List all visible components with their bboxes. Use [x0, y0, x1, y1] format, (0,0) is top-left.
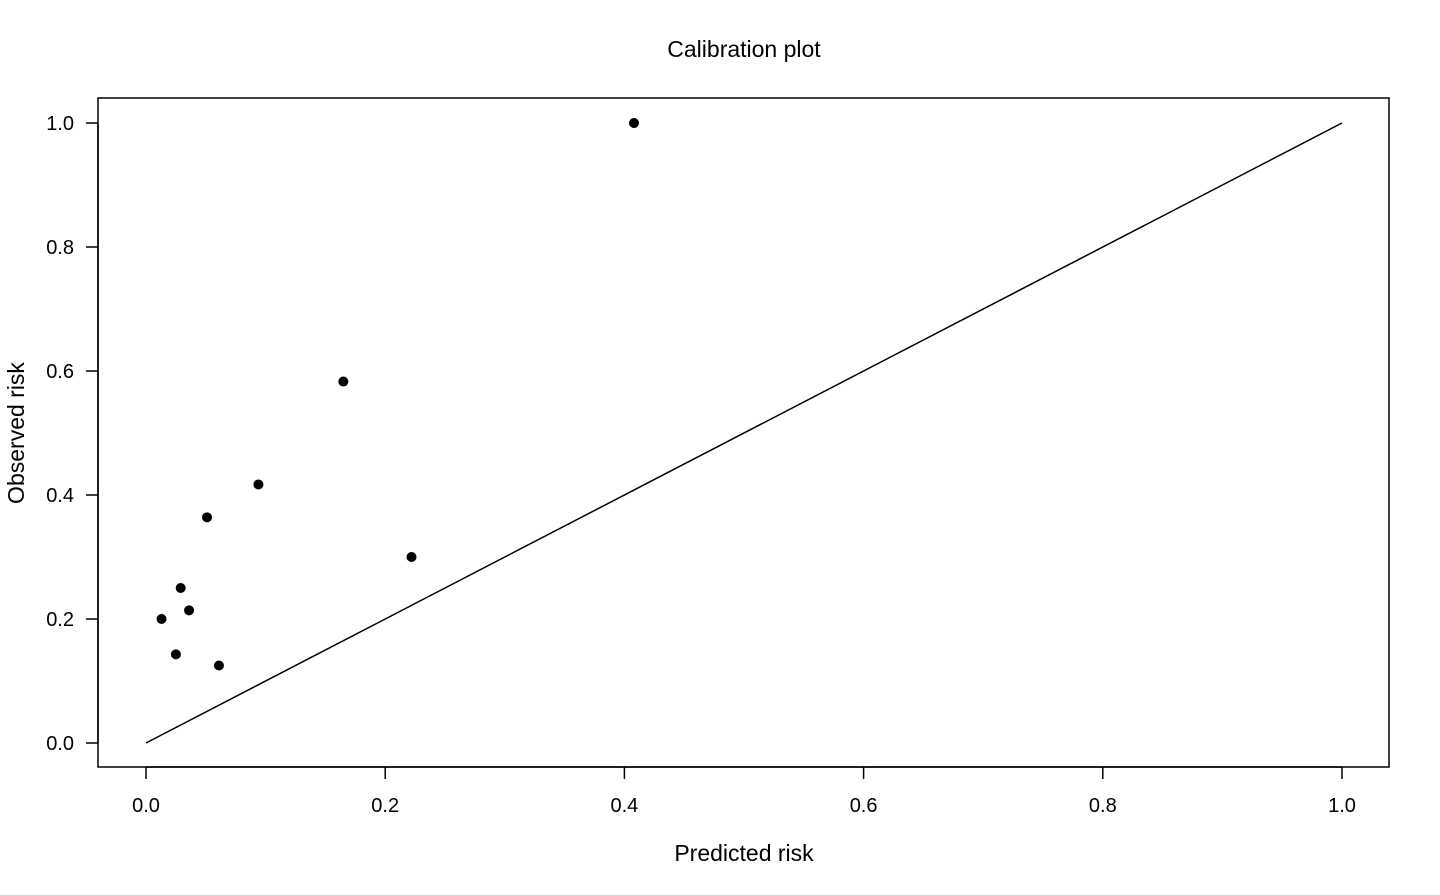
data-point: [406, 552, 417, 562]
y-tick-label: 0.8: [46, 237, 74, 259]
x-tick-label: 0.2: [371, 795, 399, 817]
y-tick-label: 0.6: [46, 361, 74, 383]
chart-title: Calibration plot: [667, 36, 821, 62]
data-point: [338, 376, 349, 387]
y-tick-label: 0.0: [46, 733, 74, 755]
y-axis: 0.0 0.2 0.4 0.6 0.8 1.0: [46, 113, 99, 755]
y-tick-label: 1.0: [46, 113, 74, 135]
data-point: [170, 649, 181, 660]
data-point: [201, 512, 212, 523]
reference-diagonal-line: [145, 122, 1343, 744]
data-point: [213, 660, 224, 671]
x-axis-label: Predicted risk: [674, 840, 814, 866]
data-point: [628, 118, 639, 128]
data-point: [184, 605, 195, 616]
data-point: [175, 583, 186, 593]
data-point: [253, 479, 264, 490]
x-tick-label: 0.0: [132, 795, 160, 817]
data-point: [156, 614, 167, 624]
data-points: [156, 118, 639, 671]
x-tick-label: 0.4: [610, 795, 638, 817]
y-axis-label: Observed risk: [3, 362, 29, 504]
y-tick-label: 0.4: [46, 485, 74, 507]
x-tick-label: 1.0: [1328, 795, 1356, 817]
x-tick-label: 0.6: [850, 795, 878, 817]
x-axis: 0.0 0.2 0.4 0.6 0.8 1.0: [132, 766, 1356, 817]
y-tick-label: 0.2: [46, 609, 74, 631]
x-tick-label: 0.8: [1089, 795, 1117, 817]
